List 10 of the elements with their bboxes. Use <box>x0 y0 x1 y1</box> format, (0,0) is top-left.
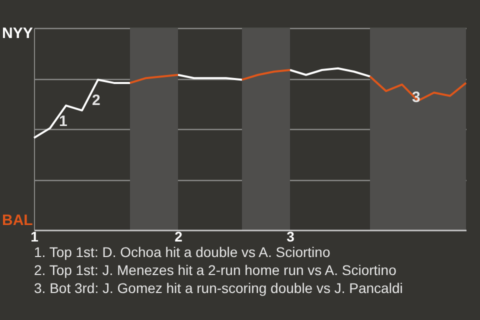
text: BAL <box>2 212 33 229</box>
text: NYY <box>2 25 33 42</box>
annotation: 1 <box>59 113 68 130</box>
text: 3. Bot 3rd: J. Gomez hit a run-scoring double vs J. Pancaldi <box>34 279 403 297</box>
annotation: 2 <box>92 92 100 109</box>
x-tick-label: 2 <box>174 228 183 244</box>
text: 1. Top 1st: D. Ochoa hit a double vs A. Sciortino <box>34 243 332 261</box>
text: 2. Top 1st: J. Menezes hit a 2-run home run vs A. Sciortino <box>34 261 398 279</box>
x-tick-label: 3 <box>286 228 295 244</box>
x-tick-label: 1 <box>30 228 39 244</box>
